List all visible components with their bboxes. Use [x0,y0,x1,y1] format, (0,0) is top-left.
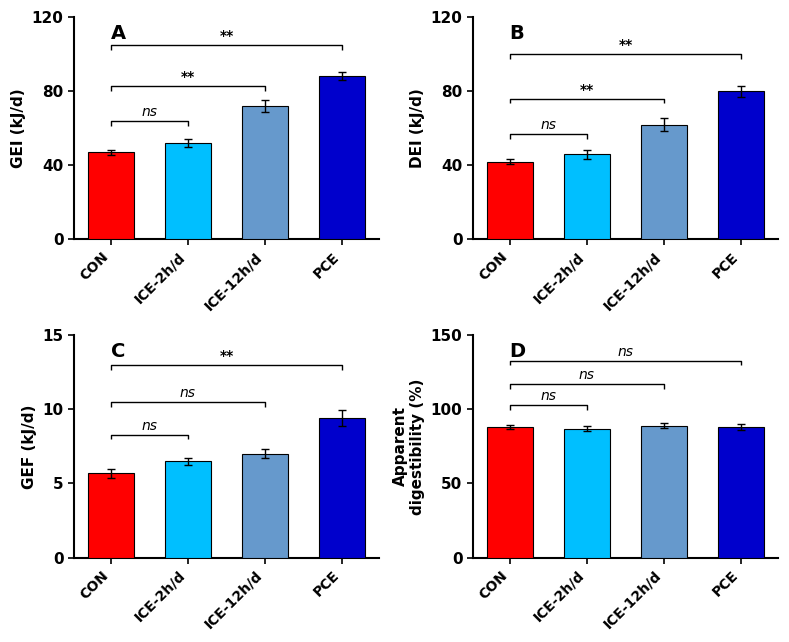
Text: **: ** [181,70,195,84]
Text: ns: ns [618,345,634,359]
Text: ns: ns [180,386,196,400]
Text: B: B [510,24,524,43]
Bar [641,125,687,239]
Text: ns: ns [141,419,158,433]
Bar [165,143,211,239]
Bar [319,76,365,239]
Bar [487,162,533,239]
Bar [165,461,211,557]
Bar [242,454,288,557]
Y-axis label: DEI (kJ/d): DEI (kJ/d) [410,89,425,168]
Bar [88,473,134,557]
Y-axis label: GEF (kJ/d): GEF (kJ/d) [22,404,37,489]
Bar [319,419,365,557]
Text: ns: ns [579,369,595,383]
Bar [564,429,610,557]
Bar [641,426,687,557]
Bar [564,154,610,239]
Text: ns: ns [540,389,556,403]
Text: **: ** [619,39,633,53]
Y-axis label: GEI (kJ/d): GEI (kJ/d) [11,89,26,168]
Text: **: ** [219,29,234,43]
Text: ns: ns [540,118,556,132]
Y-axis label: Apparent
digestibility (%): Apparent digestibility (%) [393,378,425,515]
Text: **: ** [219,349,234,363]
Text: **: ** [580,83,594,97]
Bar [718,91,764,239]
Bar [487,427,533,557]
Bar [718,427,764,557]
Text: A: A [110,24,125,43]
Text: D: D [510,342,525,361]
Text: ns: ns [141,105,158,119]
Bar [88,152,134,239]
Bar [242,106,288,239]
Text: C: C [110,342,125,361]
